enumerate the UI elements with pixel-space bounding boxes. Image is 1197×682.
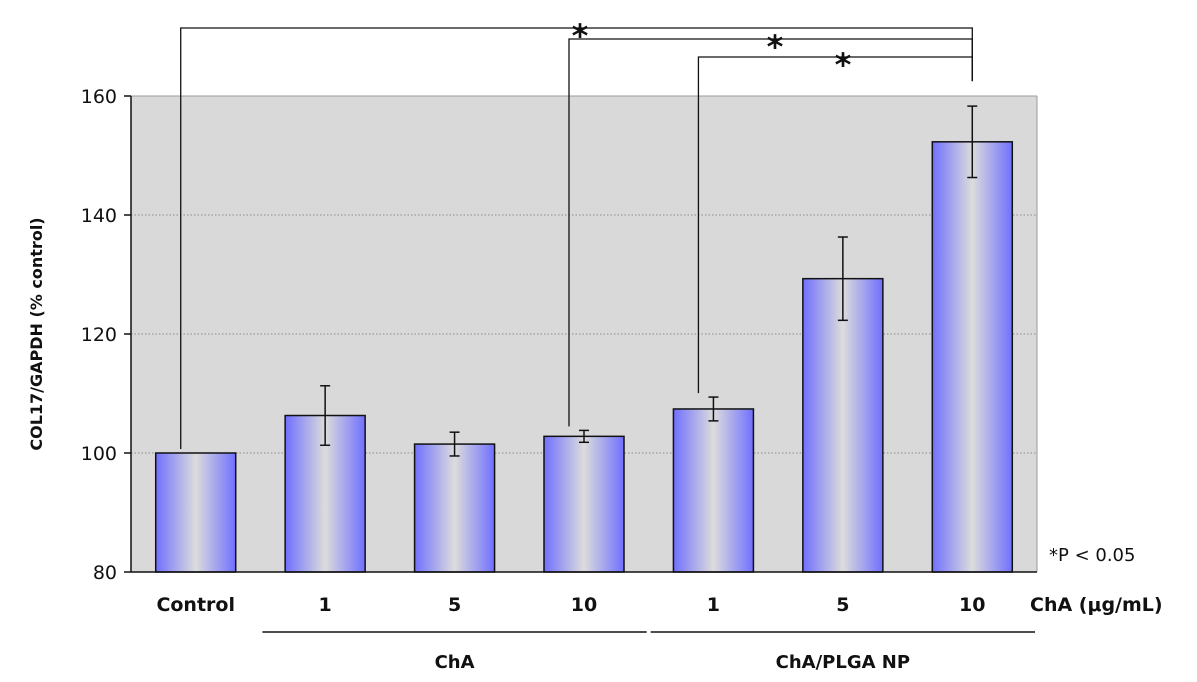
bar	[154, 452, 237, 573]
y-tick-label: 80	[93, 562, 117, 584]
x-tick-label: 5	[448, 594, 461, 616]
bar	[543, 435, 625, 573]
x-tick-label: 5	[836, 594, 849, 616]
significance-star: *	[572, 17, 589, 55]
group-labels: ChA ChA/PLGA NP	[262, 631, 1035, 673]
x-tick-label: 10	[959, 594, 985, 616]
group-label: ChA	[435, 652, 475, 673]
x-tick-label: 1	[707, 594, 720, 616]
significance-brackets: * * *	[180, 17, 973, 449]
bar	[672, 408, 755, 573]
axes	[124, 95, 1037, 573]
significance-star: *	[767, 28, 784, 66]
x-tick-label: 10	[571, 594, 597, 616]
error-bars	[320, 105, 978, 457]
significance-bracket	[697, 56, 973, 394]
y-tick-label: 140	[81, 205, 117, 227]
significance-note: *P < 0.05	[1049, 545, 1135, 566]
bar	[413, 443, 496, 573]
x-unit-label: ChA (μg/mL)	[1030, 594, 1163, 616]
x-tick-label: 1	[319, 594, 332, 616]
x-tick-labels: Control 1 5 10 1 5 10	[156, 594, 985, 616]
y-tick-labels: 80 100 120 140 160	[81, 86, 117, 584]
group-label: ChA/PLGA NP	[776, 652, 910, 673]
bar	[931, 141, 1014, 573]
y-tick-label: 120	[81, 324, 117, 346]
y-axis-label: COL17/GAPDH (% control)	[27, 217, 46, 450]
y-tick-label: 160	[81, 86, 117, 108]
y-tick-label: 100	[81, 443, 117, 465]
significance-star: *	[835, 46, 852, 84]
x-tick-label: Control	[156, 594, 235, 616]
bar	[802, 277, 884, 573]
